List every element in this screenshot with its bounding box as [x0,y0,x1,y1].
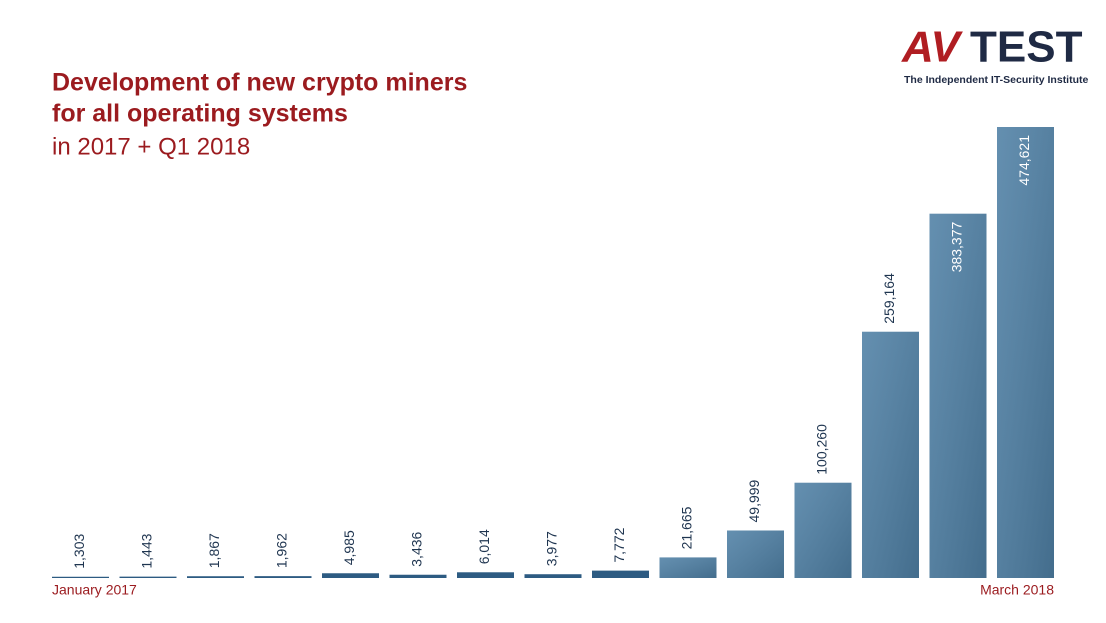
bar-shade [929,213,987,579]
bar [187,576,244,578]
bar-shade [659,557,717,578]
value-label: 7,772 [611,527,627,562]
bar [524,574,582,578]
bar [254,576,312,578]
bar-shade [862,331,919,578]
chart-subtitle: in 2017 + Q1 2018 [52,133,250,160]
value-label: 1,962 [274,533,290,568]
logo-tagline: The Independent IT-Security Institute [904,74,1089,86]
bar [389,574,447,578]
value-label: 474,621 [1016,135,1032,186]
bar-shade [727,530,784,578]
value-label: 383,377 [949,221,965,272]
value-label: 21,665 [679,506,695,549]
bar [592,570,649,578]
x-tick-label: January 2017 [52,582,137,598]
bar [119,576,177,578]
bar-shade [997,127,1054,578]
logo-name: TEST [970,23,1083,72]
value-label: 100,260 [814,424,830,475]
bar [322,573,379,578]
value-label: 49,999 [746,479,762,522]
logo-mark: AV [901,23,964,72]
value-label: 259,164 [881,273,897,324]
value-label: 1,443 [139,533,155,568]
value-label: 4,985 [341,530,357,565]
logo: AV TEST The Independent IT-Security Inst… [901,23,1089,86]
value-label: 3,436 [409,531,425,566]
value-label: 6,014 [476,529,492,564]
bar [457,572,514,578]
x-tick-label: March 2018 [980,582,1054,598]
value-label: 3,977 [544,531,560,566]
chart-title: Development of new crypto miners [52,69,467,97]
bar [52,576,109,578]
value-label: 1,867 [206,533,222,568]
value-label: 1,303 [71,534,87,569]
chart-title: for all operating systems [52,100,348,128]
bar-shade [794,482,852,578]
